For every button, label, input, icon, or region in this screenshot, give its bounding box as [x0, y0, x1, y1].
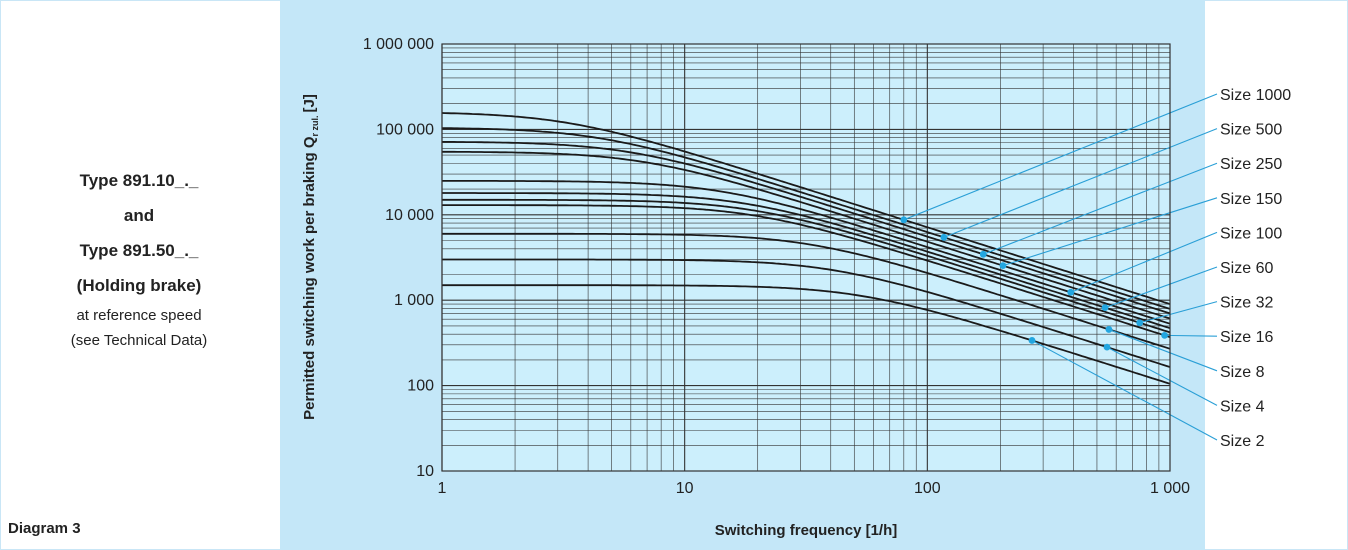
- caption-and: and: [0, 198, 278, 233]
- caption-type-2: Type 891.50_._: [0, 233, 278, 268]
- chart-panel: 1 10 100 1 000 10 100 1 000 10 000 100 000 1 000 …: [280, 0, 1205, 550]
- x-tick-label: 1 000: [1150, 480, 1190, 497]
- y-tick-label: 1 000: [394, 292, 434, 309]
- caption-panel: Type 891.10_._ and Type 891.50_._ (Holdi…: [0, 0, 278, 550]
- series-marker: [940, 234, 947, 241]
- series-marker: [1136, 319, 1143, 326]
- y-axis-title-main: Permitted switching work per braking Q: [301, 136, 318, 420]
- series-marker: [980, 251, 987, 258]
- right-margin: [1205, 0, 1348, 550]
- caption-holding-brake: (Holding brake): [0, 268, 278, 303]
- x-tick-label: 100: [914, 480, 941, 497]
- x-tick-label: 10: [676, 480, 694, 497]
- caption-type-1: Type 891.10_._: [0, 163, 278, 198]
- caption-reference-speed: at reference speed: [0, 303, 278, 328]
- series-marker: [1029, 337, 1036, 344]
- series-marker: [1161, 332, 1168, 339]
- y-axis-title-unit: [J]: [301, 94, 318, 112]
- y-axis-title: Permitted switching work per braking Qr …: [301, 94, 320, 420]
- series-marker: [1105, 326, 1112, 333]
- series-marker: [900, 216, 907, 223]
- y-tick-label: 10: [416, 463, 434, 480]
- series-marker: [1104, 344, 1111, 351]
- y-tick-label: 100 000: [376, 121, 434, 138]
- diagram-number-label: Diagram 3: [8, 520, 81, 537]
- series-marker: [1102, 304, 1109, 311]
- plot-area-background: [442, 44, 1170, 471]
- y-tick-label: 100: [407, 378, 434, 395]
- series-marker: [1067, 289, 1074, 296]
- x-tick-label: 1: [438, 480, 447, 497]
- series-marker: [1000, 262, 1007, 269]
- diagram-caption: Type 891.10_._ and Type 891.50_._ (Holdi…: [0, 163, 278, 353]
- y-tick-label: 1 000 000: [363, 36, 434, 53]
- x-axis-title: Switching frequency [1/h]: [715, 522, 898, 539]
- y-axis-title-subscript: r zul.: [310, 115, 320, 136]
- y-tick-label: 10 000: [385, 207, 434, 224]
- caption-technical-data: (see Technical Data): [0, 328, 278, 353]
